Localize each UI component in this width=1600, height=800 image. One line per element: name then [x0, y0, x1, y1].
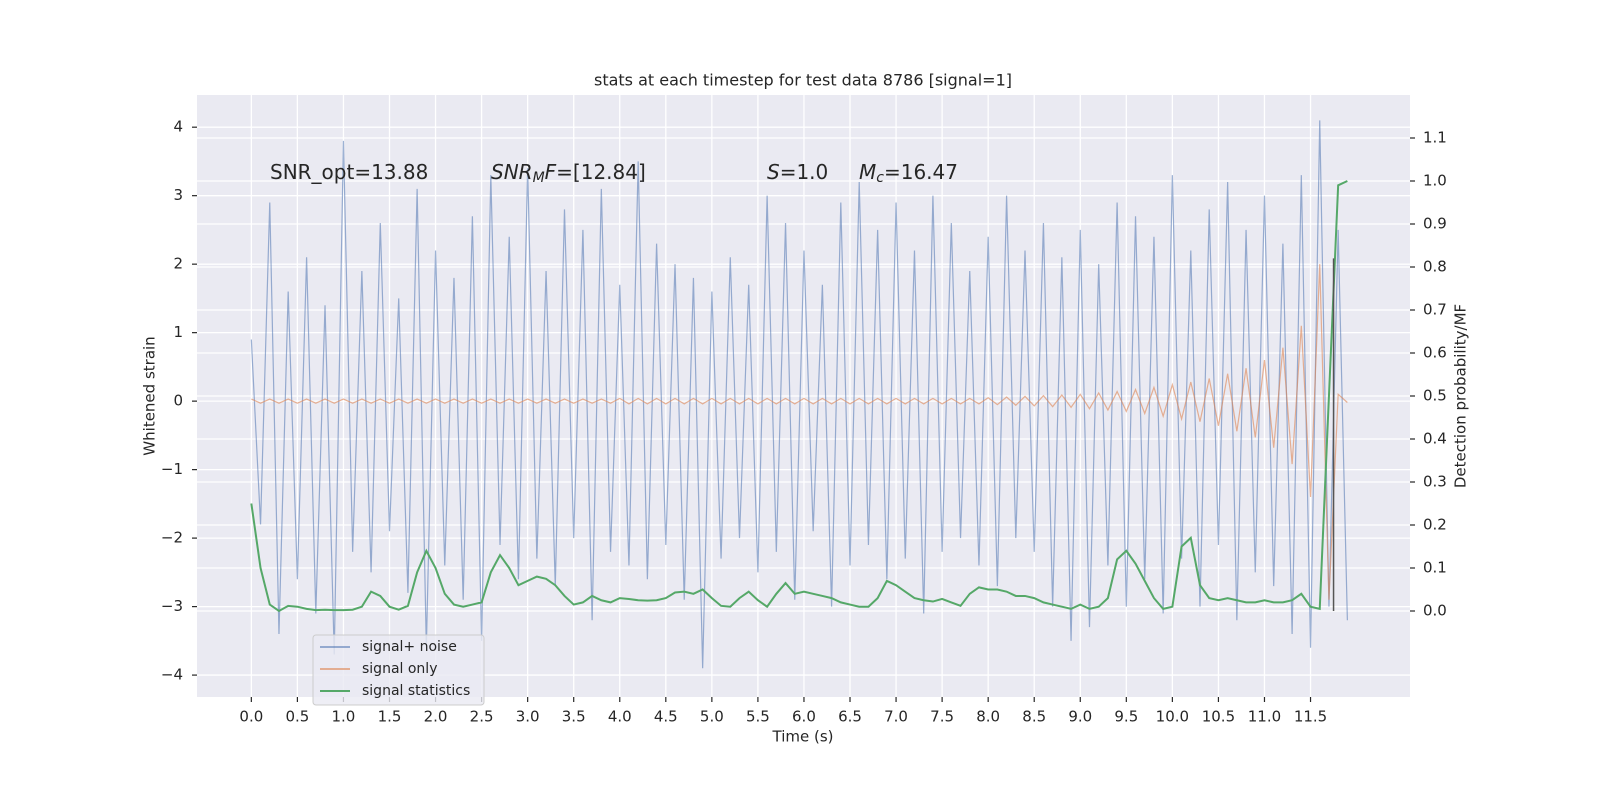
y2-tick-label: 0.1 [1423, 559, 1447, 577]
x-tick-label: 1.5 [378, 708, 402, 726]
y-tick-label: −4 [161, 666, 183, 684]
x-tick-label: 3.5 [562, 708, 586, 726]
x-tick-label: 7.5 [930, 708, 954, 726]
x-tick-label: 0.0 [239, 708, 263, 726]
annotation: S=1.0 [767, 160, 828, 184]
legend-label: signal+ noise [362, 639, 457, 655]
x-tick-label: 5.5 [746, 708, 770, 726]
chart-title: stats at each timestep for test data 878… [594, 71, 1012, 90]
x-tick-label: 10.5 [1202, 708, 1235, 726]
annotation-part: S [767, 160, 780, 184]
y-tick-label: 1 [173, 323, 183, 341]
y2-tick-label: 0.2 [1423, 516, 1447, 534]
annotation-part: =16.47 [884, 160, 958, 184]
x-tick-label: 9.0 [1068, 708, 1092, 726]
x-tick-label: 11.0 [1248, 708, 1281, 726]
series-line [250, 120, 1348, 669]
annotation-part: F [545, 160, 557, 184]
axes: 0.0 0.5 1.0 1.5 2.0 2.5 3.0 3.5 4.0 4.5 5.0 5.5 6.0 6… [161, 118, 1447, 726]
x-tick-label: 5.0 [700, 708, 724, 726]
annotation-part: =1.0 [780, 160, 829, 184]
y2-tick-label: 0.6 [1423, 344, 1447, 362]
y-tick-label: −3 [161, 597, 183, 615]
x-tick-label: 6.0 [792, 708, 816, 726]
x-tick-label: 2.5 [470, 708, 494, 726]
series-line [251, 264, 1348, 600]
y-tick-label: 2 [173, 255, 183, 273]
y2-tick-label: 0.4 [1423, 430, 1447, 448]
plot-lines [250, 120, 1348, 669]
y2-tick-label: 0.5 [1423, 387, 1447, 405]
y2-tick-label: 1.0 [1423, 172, 1447, 190]
annotation: Mc=16.47 [859, 160, 958, 187]
y-tick-label: −1 [161, 460, 183, 478]
annotation-part: c [876, 170, 884, 186]
legend-box [312, 634, 485, 706]
x-tick-label: 4.5 [654, 708, 678, 726]
x-tick-label: 8.0 [976, 708, 1000, 726]
x-tick-label: 11.5 [1294, 708, 1327, 726]
y2-tick-label: 0.9 [1423, 215, 1447, 233]
y-tick-label: −2 [161, 529, 183, 547]
x-tick-label: 1.0 [332, 708, 356, 726]
annotation-part: SNR_opt=13.88 [270, 160, 428, 184]
x-tick-label: 9.5 [1114, 708, 1138, 726]
annotation: SNRMF=[12.84] [491, 160, 646, 187]
x-tick-label: 7.0 [884, 708, 908, 726]
x-tick-label: 0.5 [285, 708, 309, 726]
annotation-part: SNR [491, 160, 533, 184]
x-tick-label: 4.0 [608, 708, 632, 726]
y2-tick-label: 0.0 [1423, 602, 1447, 620]
x-tick-label: 6.5 [838, 708, 862, 726]
x-tick-label: 3.0 [516, 708, 540, 726]
x-tick-label: 8.5 [1022, 708, 1046, 726]
annotation-part: =[12.84] [556, 160, 646, 184]
y2-tick-label: 0.3 [1423, 473, 1447, 491]
y2-tick-label: 1.1 [1423, 129, 1447, 147]
y-axis-label: Whitened strain [141, 336, 159, 455]
legend-label: signal only [362, 661, 437, 677]
x-axis-label: Time (s) [772, 728, 834, 746]
y-tick-label: 0 [173, 392, 183, 410]
y2-tick-label: 0.7 [1423, 301, 1447, 319]
y-tick-label: 4 [173, 118, 183, 136]
legend-label: signal statistics [362, 683, 470, 699]
series-line [250, 180, 1348, 613]
y2-axis-label: Detection probability/MF [1452, 304, 1470, 488]
annotation-part: M [533, 170, 545, 186]
y-tick-label: 3 [173, 186, 183, 204]
y2-tick-label: 0.8 [1423, 258, 1447, 276]
annotation: SNR_opt=13.88 [270, 160, 428, 184]
x-tick-label: 2.0 [424, 708, 448, 726]
legend: signal+ noise signal only signal statistic… [312, 634, 485, 706]
annotation-part: M [859, 160, 876, 184]
x-tick-label: 10.0 [1156, 708, 1189, 726]
